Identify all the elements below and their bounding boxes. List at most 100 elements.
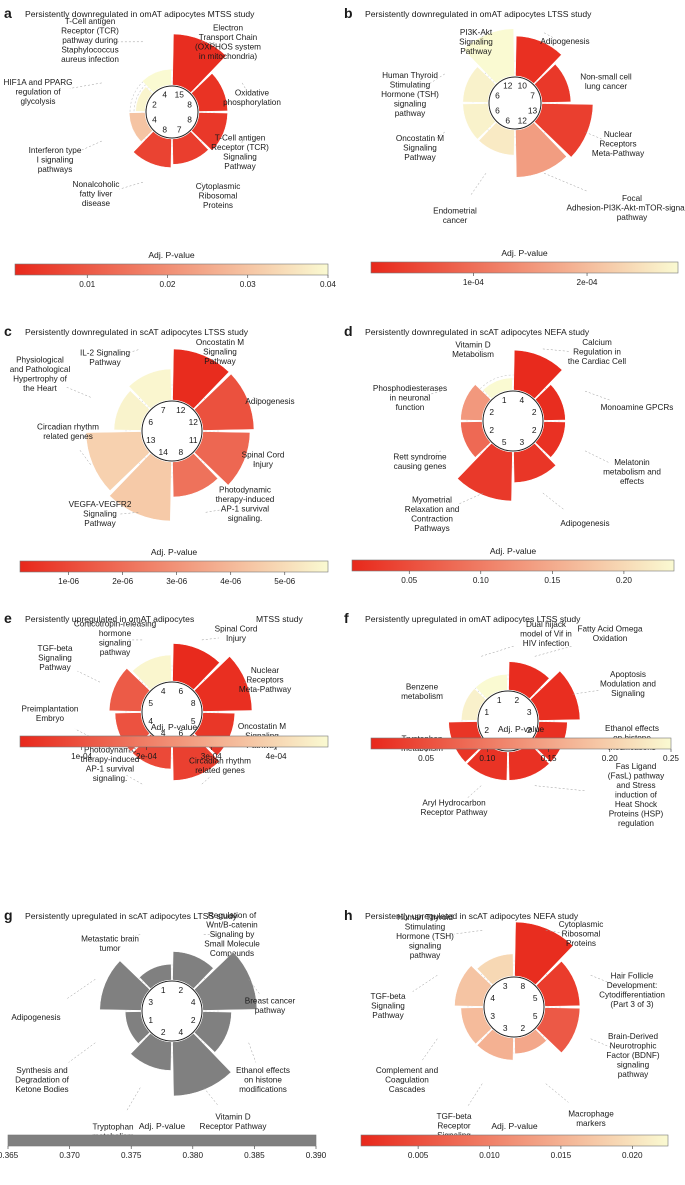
leader-line (534, 785, 586, 792)
leader-line (453, 930, 483, 935)
guide-ring (137, 976, 207, 1046)
chart-panel-c: c Persistently downregulated in scAT adip… (4, 323, 329, 586)
bar-count: 2 (489, 425, 494, 435)
colorbar-label: Adj. P-value (490, 546, 537, 556)
leader-line (457, 492, 484, 505)
colorbar-tick-label: 0.01 (79, 280, 95, 289)
leader-line (126, 1087, 141, 1111)
bar-segment (476, 1028, 514, 1061)
leader-line (470, 173, 487, 196)
chart-title: Persistently upregulated in omAT adipocy… (25, 614, 194, 624)
bar-segment (85, 431, 151, 491)
bar-count: 6 (148, 417, 153, 427)
bar-label: Melatonin metabolism and effects (603, 458, 661, 486)
bar-segment (172, 131, 209, 165)
bar-count: 12 (189, 417, 199, 427)
bar-segment (172, 643, 220, 691)
bar-segment (462, 103, 496, 140)
guide-ring (129, 968, 215, 1054)
bar-segment (193, 373, 255, 431)
bar-count: 8 (520, 981, 525, 991)
colorbar-tick-label: 0.20 (602, 754, 618, 763)
leader-line (421, 1038, 438, 1061)
bar-label: Fatty Acid Omega Oxidation (577, 625, 643, 644)
colorbar (7, 1134, 317, 1147)
guide-ring (478, 386, 548, 456)
colorbar-tick-label: 0.380 (183, 1151, 204, 1160)
chart-title: Persistently upregulated in scAT adipocy… (25, 911, 238, 921)
leader-line (543, 172, 589, 192)
bar-segment (475, 674, 508, 700)
bar-count: 13 (528, 105, 538, 115)
bar-segment (529, 670, 581, 721)
guide-ring (479, 972, 549, 1042)
guide-ring (133, 392, 211, 470)
colorbar-tick-label: 4e-04 (266, 752, 287, 761)
colorbar (14, 263, 329, 276)
colorbar-tick-label: 0.05 (401, 576, 417, 585)
colorbar-tick-label: 1e-04 (463, 278, 484, 287)
leader-line (542, 492, 565, 510)
colorbar-tick-label: 0.020 (622, 1151, 643, 1160)
leader-line (241, 82, 248, 92)
chart-panel-g: g Persistently upregulated in scAT adipoc… (0, 907, 327, 1160)
chart-title: Persistently upregulated in scAT adipocy… (365, 911, 579, 921)
leader-line (572, 689, 601, 695)
colorbar-label: Adj. P-value (501, 248, 548, 258)
panel-letter: a (4, 5, 12, 21)
bar-count: 5 (533, 1011, 538, 1021)
colorbar (19, 735, 329, 748)
leader-line (425, 390, 442, 396)
panel-letter: h (344, 907, 353, 923)
bar-label: Photodynamic therapy-induced AP-1 survival… (81, 746, 140, 784)
leader-line (467, 785, 482, 799)
bar-segment (534, 103, 594, 158)
bar-segment (191, 73, 228, 112)
colorbar-tick-label: 0.015 (551, 1151, 572, 1160)
bar-count: 6 (505, 116, 510, 126)
bar-segment (128, 368, 172, 410)
chart-title: Persistently downregulated in scAT adipo… (25, 327, 249, 337)
guide-ring (129, 69, 215, 155)
bar-segment (193, 656, 253, 712)
bar-count: 3 (490, 1011, 495, 1021)
leader-line (125, 774, 143, 785)
bar-count: 1 (161, 985, 166, 995)
guide-ring (466, 374, 560, 468)
bar-segment (109, 452, 172, 522)
leader-line (200, 182, 210, 191)
bar-segment (513, 442, 557, 483)
bar-label: Brain-Derived Neurotrophic Factor (BDNF) si… (606, 1032, 659, 1079)
bar-segment (172, 33, 227, 93)
bar-count: 3 (519, 437, 524, 447)
bar-count: 2 (178, 985, 183, 995)
colorbar-tick-label: 1e-06 (58, 577, 79, 586)
bar-segment (515, 122, 567, 178)
leader-line (201, 637, 219, 641)
leader-line (119, 512, 139, 515)
bar-count: 2 (484, 725, 489, 735)
guide-ring (125, 384, 219, 478)
bar-segment (535, 960, 581, 1007)
bar-label: Endometrial cancer (433, 207, 477, 226)
guide-ring (133, 73, 211, 151)
guide-ring (141, 81, 203, 143)
leader-line (205, 508, 226, 513)
leader-line (432, 131, 445, 142)
bar-count: 7 (161, 405, 166, 415)
bar-label: T-Cell antigen Receptor (TCR) Signaling Pat… (211, 134, 269, 172)
bar-count: 2 (161, 1027, 166, 1037)
leader-line (68, 1042, 96, 1063)
colorbar-tick-label: 0.385 (244, 1151, 265, 1160)
colorbar-tick-label: 4e-06 (220, 577, 241, 586)
colorbar (370, 737, 672, 750)
bar-label: Circadian rhythm related genes (37, 423, 99, 442)
bar-label: IL-2 Signaling Pathway (80, 349, 131, 368)
guide-ring (125, 665, 219, 759)
bar-segment (125, 1011, 151, 1044)
panel-letter: c (4, 323, 12, 339)
guide-ring (129, 388, 215, 474)
bar-count: 12 (176, 405, 186, 415)
